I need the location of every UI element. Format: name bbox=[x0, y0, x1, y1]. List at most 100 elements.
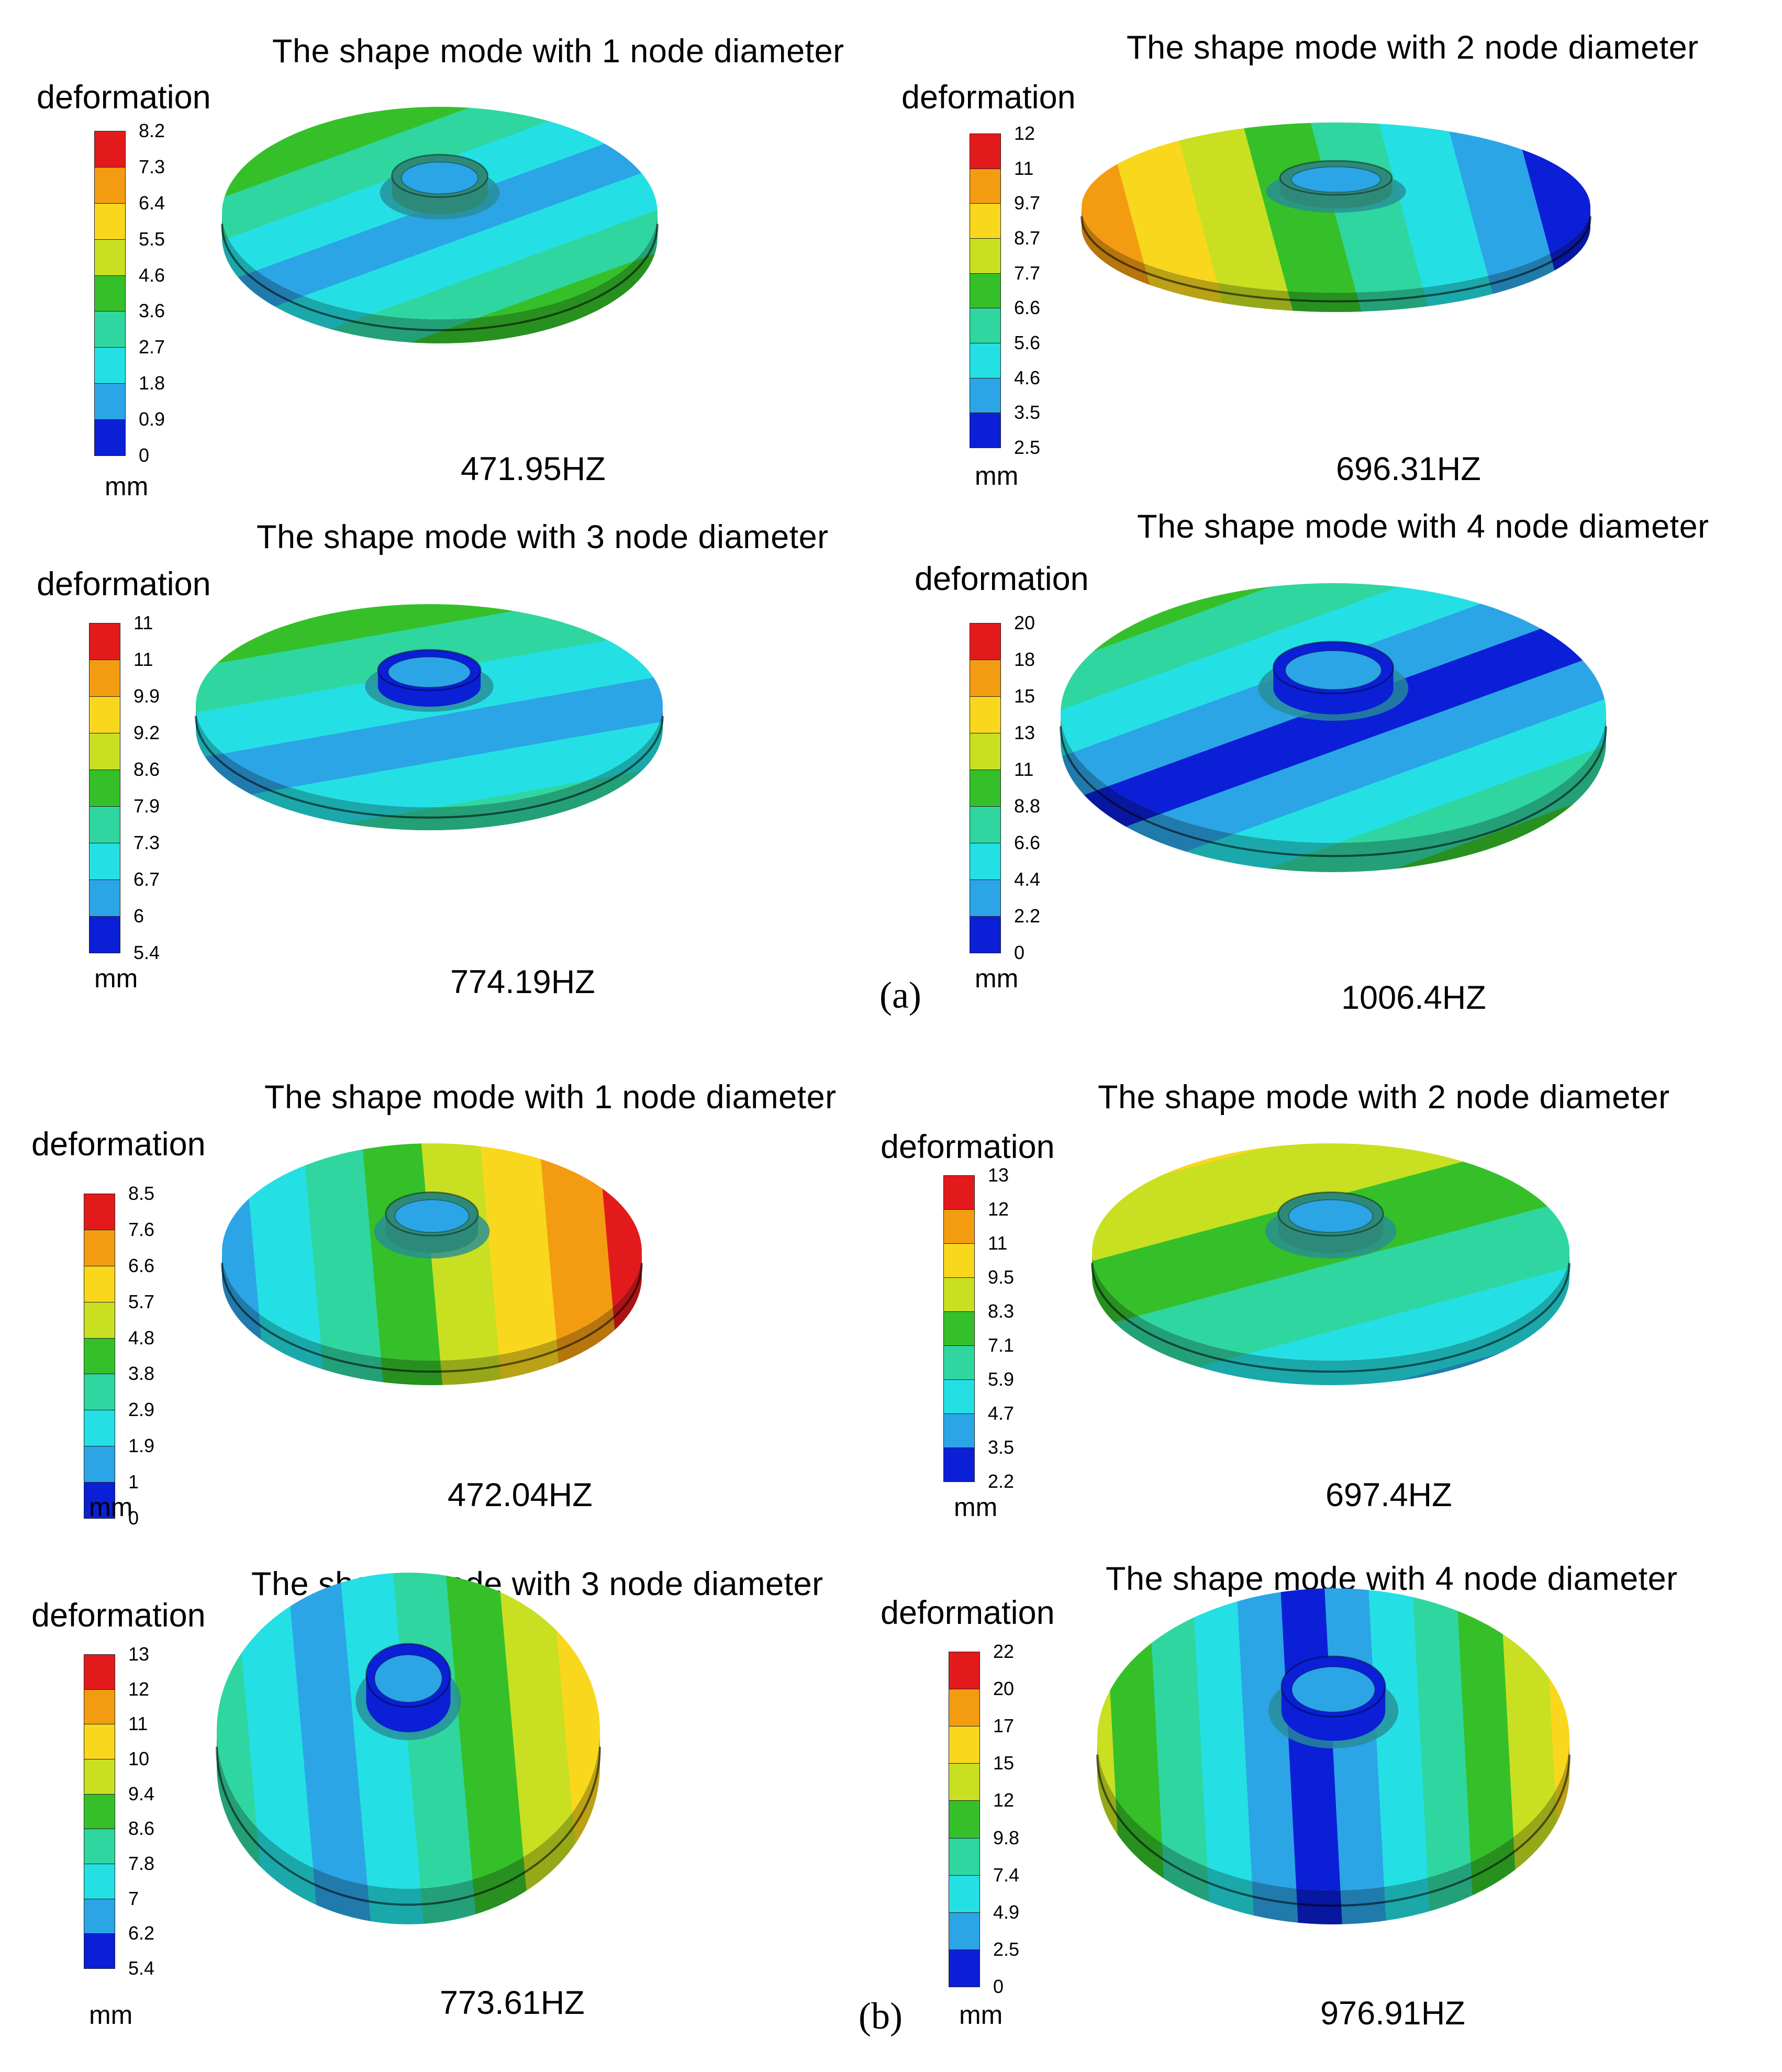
hub-ring bbox=[365, 649, 494, 712]
deformation-band bbox=[196, 707, 663, 807]
hub-ring bbox=[1266, 160, 1406, 213]
legend-tick-label: 6.4 bbox=[139, 192, 165, 214]
legend-swatch bbox=[970, 203, 1001, 239]
legend-tick-label: 9.5 bbox=[988, 1266, 1015, 1288]
hub-ring bbox=[374, 1191, 490, 1258]
legend-tick-label: 8.5 bbox=[128, 1183, 155, 1204]
legend-tick-label: 15 bbox=[1014, 685, 1035, 707]
deformation-band bbox=[222, 1252, 283, 1386]
legend-swatch bbox=[94, 383, 126, 420]
mode-panel-b1: The shape mode with 1 node diameter defor… bbox=[0, 1057, 891, 1550]
legend-swatch bbox=[943, 1175, 975, 1210]
legend-title: deformation bbox=[37, 566, 211, 603]
legend-unit: mm bbox=[94, 964, 138, 993]
legend-swatch bbox=[84, 1446, 115, 1483]
caption-b: (b) bbox=[859, 1995, 903, 2037]
legend-tick-label: 3.6 bbox=[139, 300, 165, 322]
deformed-disk-image bbox=[1060, 583, 1607, 872]
mode-panel-b2: The shape mode with 2 node diameter defor… bbox=[881, 1057, 1782, 1550]
frequency-label: 696.31HZ bbox=[1336, 451, 1481, 487]
legend-swatch bbox=[949, 1875, 980, 1913]
legend-tick-label: 4.4 bbox=[1014, 868, 1041, 890]
legend-tick-label: 6.7 bbox=[133, 868, 160, 890]
mode-panel-b3: The shape mode with 3 node diameter defor… bbox=[0, 1550, 891, 2042]
legend-tick-label: 0 bbox=[993, 1976, 1004, 1997]
legend-swatch bbox=[89, 916, 120, 953]
legend-swatch bbox=[94, 419, 126, 456]
legend-swatch bbox=[970, 770, 1001, 807]
legend-swatch bbox=[84, 1194, 115, 1230]
deformed-disk-image bbox=[221, 1143, 643, 1386]
legend-tick-label: 12 bbox=[993, 1789, 1015, 1811]
legend-swatch bbox=[949, 1763, 980, 1801]
deformation-band bbox=[523, 1143, 634, 1361]
legend-unit: mm bbox=[89, 1492, 133, 1522]
legend-swatch bbox=[84, 1229, 115, 1266]
legend-swatch bbox=[84, 1898, 115, 1934]
legend-tick-label: 6 bbox=[133, 905, 144, 927]
deformation-band bbox=[1187, 122, 1422, 293]
deformation-band bbox=[196, 662, 663, 807]
legend-swatch bbox=[943, 1413, 975, 1448]
legend-tick-label: 3.8 bbox=[128, 1363, 155, 1385]
mode-panel-a1: The shape mode with 1 node diameter defor… bbox=[0, 0, 891, 501]
deformation-band bbox=[217, 1573, 280, 1889]
hub-ring bbox=[1258, 641, 1409, 721]
frequency-label: 472.04HZ bbox=[448, 1477, 593, 1513]
deformation-band bbox=[222, 141, 658, 319]
legend-swatch bbox=[949, 1837, 980, 1876]
deformed-disk-image bbox=[1091, 1143, 1571, 1386]
frequency-label: 471.95HZ bbox=[461, 451, 606, 487]
legend-tick-label: 3.5 bbox=[988, 1436, 1015, 1458]
legend-swatch bbox=[94, 347, 126, 384]
legend-tick-label: 9.7 bbox=[1014, 192, 1041, 214]
legend-tick-label: 20 bbox=[1014, 612, 1035, 633]
legend-swatch bbox=[970, 273, 1001, 309]
legend-swatch bbox=[84, 1689, 115, 1725]
mode-title: The shape mode with 2 node diameter bbox=[1127, 29, 1699, 66]
legend-swatch bbox=[949, 1689, 980, 1727]
legend-tick-label: 11 bbox=[133, 649, 153, 670]
legend-tick-label: 13 bbox=[128, 1643, 150, 1665]
color-legend-bar bbox=[970, 623, 1001, 953]
legend-swatch bbox=[84, 1793, 115, 1830]
color-legend-bar bbox=[89, 623, 120, 953]
legend-swatch bbox=[89, 696, 120, 733]
legend-swatch bbox=[84, 1482, 115, 1519]
legend-swatch bbox=[89, 879, 120, 917]
legend-tick-label: 11 bbox=[128, 1713, 148, 1735]
legend-tick-label: 2.2 bbox=[988, 1471, 1015, 1492]
deformed-disk-image bbox=[1081, 122, 1591, 312]
legend-tick-label: 6.6 bbox=[1014, 832, 1041, 853]
deformed-disk-image bbox=[221, 107, 659, 343]
legend-unit: mm bbox=[959, 2000, 1003, 2030]
frequency-label: 697.4HZ bbox=[1326, 1477, 1452, 1513]
deformation-band bbox=[1061, 620, 1606, 843]
deformed-disk-image bbox=[216, 1573, 601, 1924]
legend-tick-label: 2.2 bbox=[1014, 905, 1041, 927]
legend-tick-label: 7.1 bbox=[988, 1334, 1015, 1356]
legend-tick-label: 8.6 bbox=[128, 1818, 155, 1840]
legend-tick-label: 8.2 bbox=[139, 120, 165, 141]
legend-swatch bbox=[84, 1410, 115, 1447]
legend-title: deformation bbox=[881, 1595, 1055, 1631]
color-legend-bar bbox=[84, 1654, 115, 1969]
legend-swatch bbox=[89, 770, 120, 807]
legend-tick-label: 7.3 bbox=[139, 155, 165, 177]
legend-swatch bbox=[949, 1949, 980, 1987]
deformation-band bbox=[328, 1573, 437, 1889]
deformed-disk-image bbox=[1096, 1588, 1571, 1924]
color-legend-bar bbox=[970, 133, 1001, 448]
deformation-band bbox=[222, 216, 658, 343]
legend-tick-label: 15 bbox=[993, 1752, 1015, 1774]
deformation-band bbox=[289, 1143, 400, 1361]
legend-tick-label: 6.6 bbox=[1014, 297, 1041, 319]
legend-swatch bbox=[970, 168, 1001, 204]
legend-swatch bbox=[84, 1864, 115, 1899]
deformation-band bbox=[222, 107, 658, 319]
legend-tick-label: 8.6 bbox=[133, 759, 160, 780]
legend-tick-label: 12 bbox=[128, 1678, 150, 1700]
deformation-band bbox=[1123, 122, 1358, 293]
deformation-band bbox=[1402, 1588, 1484, 1890]
hub-ring bbox=[1265, 1191, 1397, 1258]
